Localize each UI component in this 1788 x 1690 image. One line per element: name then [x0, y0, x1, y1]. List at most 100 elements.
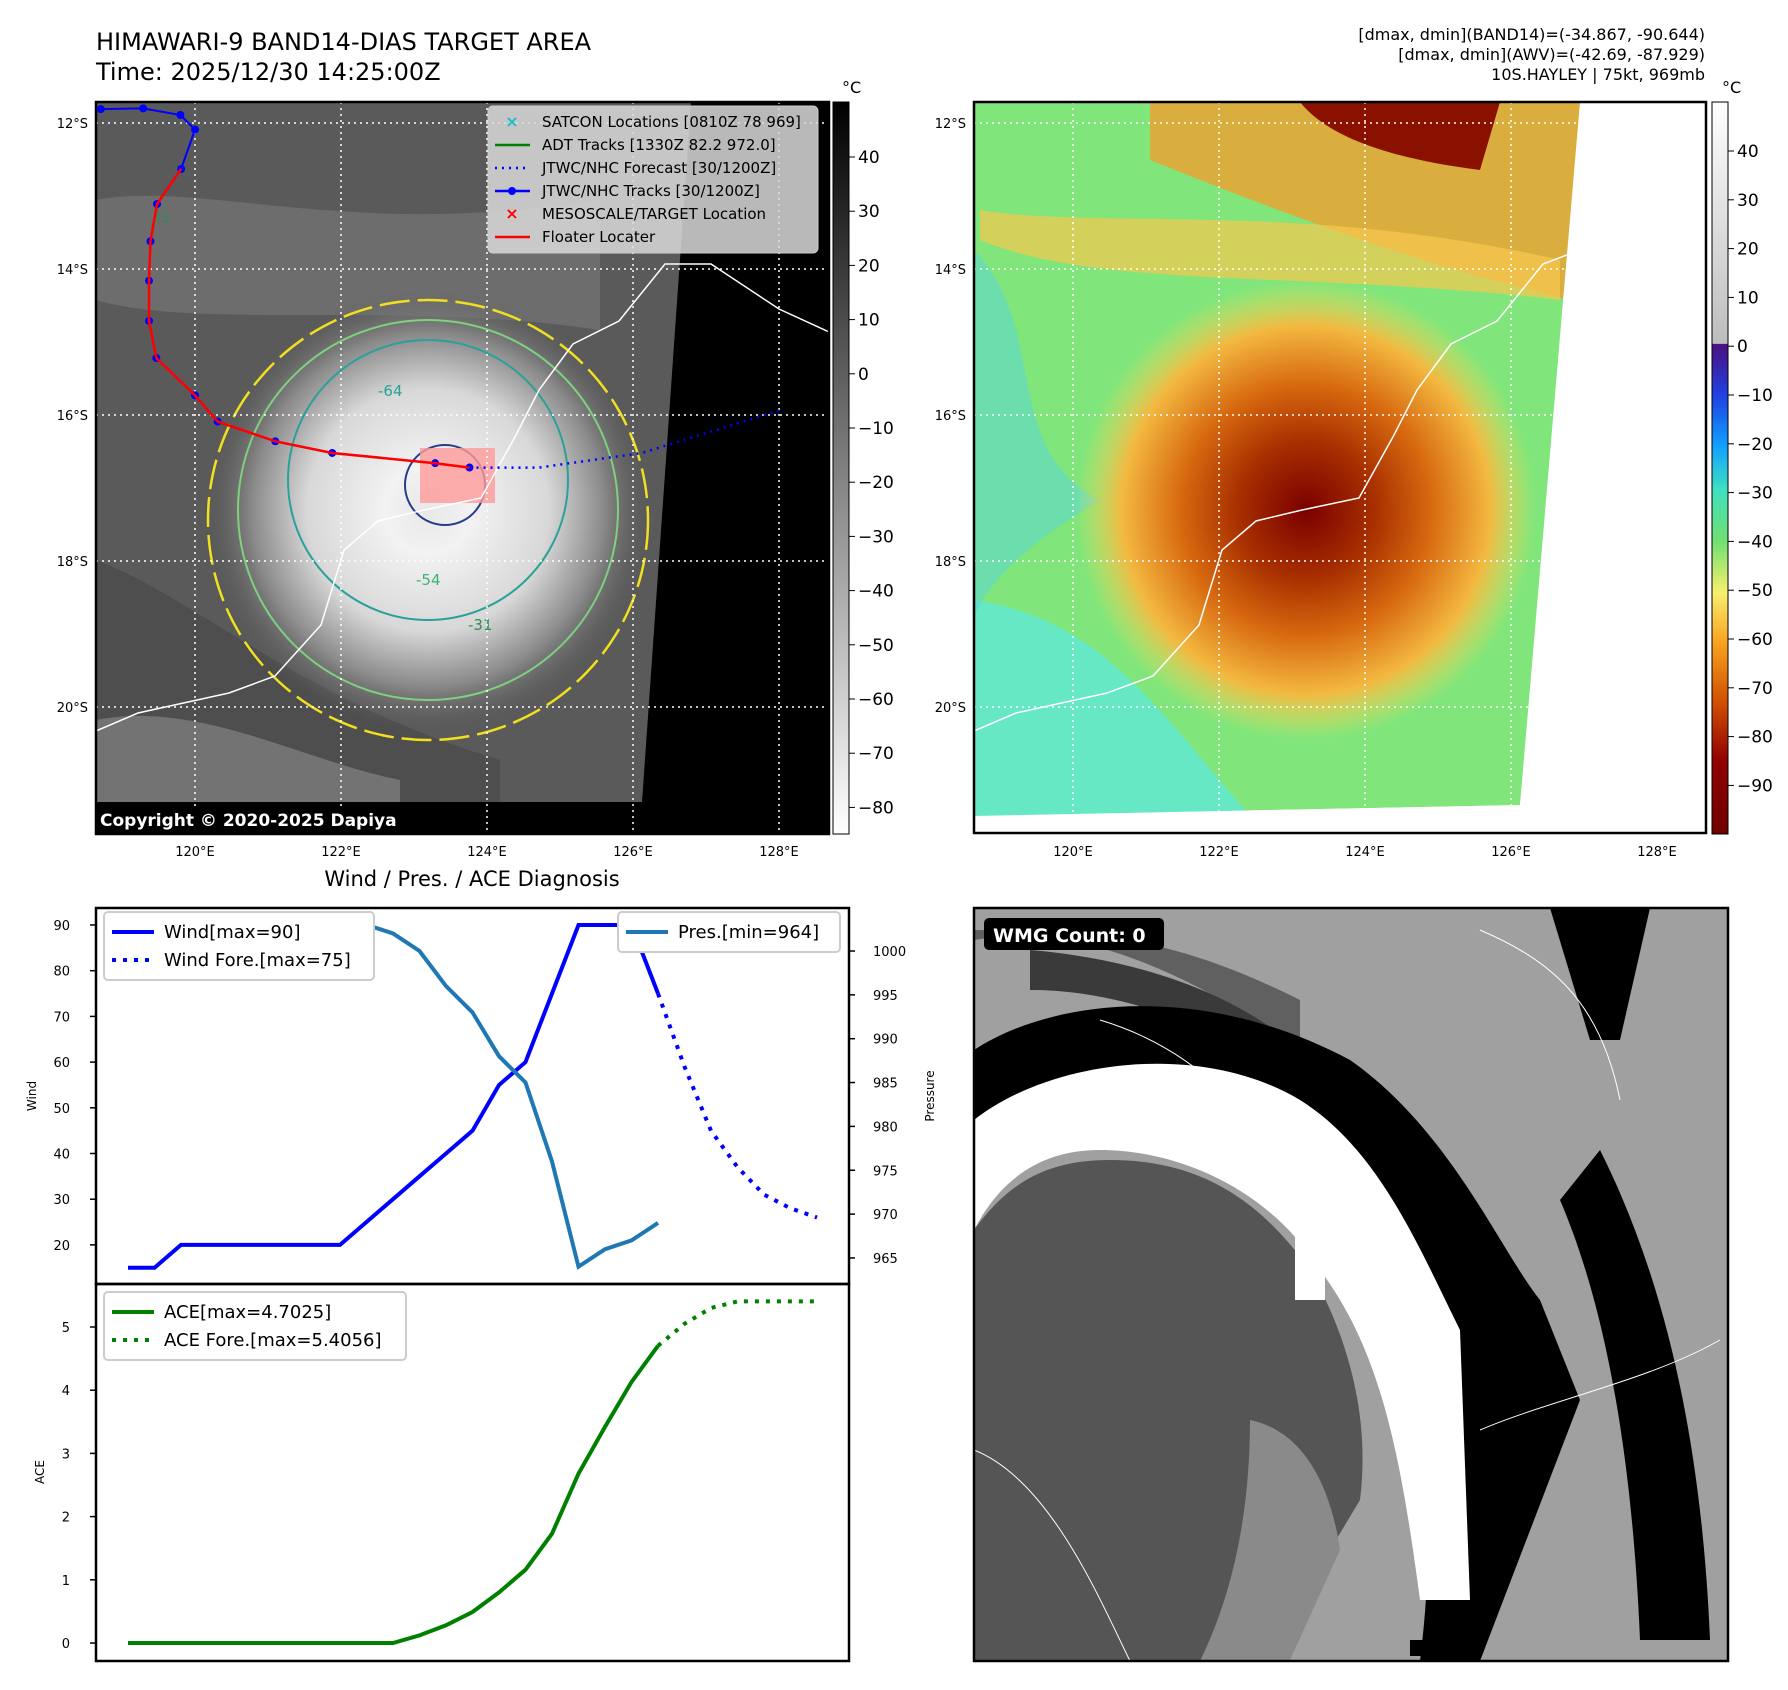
colorbar-tick-label: −50	[858, 636, 894, 656]
lon-tick-label: 120°E	[175, 845, 215, 860]
lat-tick-label: 12°S	[935, 117, 966, 132]
x-marker-icon: ×	[505, 204, 518, 223]
series-line-wind	[128, 923, 660, 1270]
y-tick-label: 20	[53, 1239, 70, 1254]
lat-tick-label: 14°S	[935, 263, 966, 278]
legend-label: MESOSCALE/TARGET Location	[542, 205, 766, 223]
lat-tick-label: 14°S	[57, 263, 88, 278]
legend-label: ADT Tracks [1330Z 82.2 972.0]	[542, 136, 776, 154]
lat-tick-label: 18°S	[57, 555, 88, 570]
wmg-count-label: WMG Count: 0	[993, 925, 1146, 947]
legend-item: JTWC/NHC Forecast [30/1200Z]	[495, 159, 776, 177]
wind-axis-label: Wind	[25, 1081, 39, 1111]
chart-legend-label: ACE Fore.[max=5.4056]	[164, 1330, 382, 1351]
colorbar-tick-label: −60	[1737, 630, 1773, 650]
jtwc-track-point	[191, 125, 199, 134]
chart-legend-box	[617, 911, 841, 953]
legend-label: SATCON Locations [0810Z 78 969]	[542, 113, 801, 131]
map-legend: × SATCON Locations [0810Z 78 969] ADT Trac…	[487, 105, 819, 254]
copyright-text: Copyright © 2020-2025 Dapiya	[100, 811, 397, 831]
y-tick-label: 50	[53, 1102, 70, 1117]
colorbar-tick-label: 20	[858, 256, 880, 276]
series-line-wind-fore-	[656, 992, 818, 1220]
y-tick-label: 30	[53, 1193, 70, 1208]
chart-legend-box	[103, 911, 375, 981]
colorbar-tick-label: 20	[1737, 240, 1759, 260]
legend-item: JTWC/NHC Tracks [30/1200Z]	[495, 182, 760, 200]
colorbar-tick-label: 10	[1737, 288, 1759, 308]
ace-chart-frame	[94, 1282, 851, 1663]
lat-tick-label: 20°S	[57, 701, 88, 716]
y-tick-label: 0	[62, 1637, 70, 1652]
chart-legend-label: ACE[max=4.7025]	[164, 1302, 331, 1323]
jtwc-track-point	[96, 105, 105, 114]
diagnosis-title: Wind / Pres. / ACE Diagnosis	[324, 867, 619, 891]
ace-axis-label: ACE	[33, 1460, 47, 1484]
y-tick-label: 40	[53, 1148, 70, 1163]
colorbar-tick-label: −30	[858, 527, 894, 547]
jtwc-track-point	[139, 104, 148, 113]
series-line-ace	[128, 1344, 660, 1645]
legend-item: Floater Locater	[495, 228, 656, 246]
colorbar-tick-label: −20	[858, 473, 894, 493]
y-tick-label: 3	[62, 1447, 70, 1462]
lon-tick-label: 120°E	[1053, 845, 1093, 860]
wmg-panel: WMG Count: 0	[974, 908, 1728, 1661]
y-tick-label: 4	[62, 1384, 70, 1399]
wmg-panel-frame	[972, 906, 1730, 1663]
y-tick-label: 2	[62, 1511, 70, 1526]
colorbar-tick-label: 30	[1737, 191, 1759, 211]
chart-legend-label: Pres.[min=964]	[678, 922, 819, 943]
y-right-tick-label: 970	[873, 1208, 898, 1223]
y-tick-label: 70	[53, 1010, 70, 1025]
y-right-tick-label: 975	[873, 1164, 898, 1179]
pressure-axis-label: Pressure	[923, 1070, 937, 1121]
legend-label: JTWC/NHC Forecast [30/1200Z]	[541, 159, 776, 177]
y-right-tick-label: 980	[873, 1120, 898, 1135]
colorbar-tick-label: −30	[1737, 484, 1773, 504]
chart-legend-label: Wind[max=90]	[164, 922, 301, 943]
colorbar-band14	[832, 101, 850, 835]
colorbar-tick-label: −10	[858, 419, 894, 439]
contour-label-north: -31	[146, 208, 171, 226]
chart-legend-label: Wind Fore.[max=75]	[164, 950, 351, 971]
y-right-tick-label: 995	[873, 989, 898, 1004]
lat-tick-label: 18°S	[935, 555, 966, 570]
colorbar-tick-label: −40	[858, 582, 894, 602]
lat-tick-label: 16°S	[935, 409, 966, 424]
lon-tick-label: 128°E	[1637, 845, 1677, 860]
lat-tick-label: 16°S	[57, 409, 88, 424]
legend-dot-icon	[508, 187, 516, 195]
lon-tick-label: 122°E	[1199, 845, 1239, 860]
jtwc-forecast-line	[469, 409, 780, 469]
y-tick-label: 60	[53, 1056, 70, 1071]
info-awv-range: [dmax, dmin](AWV)=(-42.69, -87.929)	[1398, 45, 1705, 64]
lat-tick-label: 20°S	[935, 701, 966, 716]
y-right-tick-label: 1000	[873, 945, 906, 960]
colorbar-tick-label: −70	[858, 744, 894, 764]
lon-tick-label: 124°E	[1345, 845, 1385, 860]
contour-label: -64	[378, 382, 403, 400]
colorbar1-unit: °C	[842, 78, 861, 97]
colorbar-tick-label: 0	[1737, 337, 1748, 357]
colorbar-tick-label: 0	[858, 365, 869, 385]
lon-tick-label: 128°E	[759, 845, 799, 860]
colorbar-tick-label: −60	[858, 690, 894, 710]
colorbar-tick-label: −80	[858, 798, 894, 818]
legend-item: × MESOSCALE/TARGET Location	[505, 204, 766, 223]
legend-item: × SATCON Locations [0810Z 78 969]	[505, 112, 801, 131]
legend-label: JTWC/NHC Tracks [30/1200Z]	[541, 182, 760, 200]
x-marker-icon: ×	[505, 112, 518, 131]
y-right-tick-label: 990	[873, 1033, 898, 1048]
awv-map-frame	[972, 100, 1708, 835]
wind-pressure-chart: 20 30 40 50 60 70 80 90 965 970 975 980 985 990 995 100…	[53, 911, 906, 1270]
colorbar-tick-label: −40	[1737, 532, 1773, 552]
colorbar-tick-label: −70	[1737, 679, 1773, 699]
awv-map	[974, 102, 1706, 833]
colorbar-tick-label: −80	[1737, 728, 1773, 748]
band14-map-frame	[94, 100, 831, 836]
colorbar-tick-label: 10	[858, 311, 880, 331]
chart-legend-box	[103, 1291, 407, 1361]
colorbar2-unit: °C	[1722, 78, 1741, 97]
